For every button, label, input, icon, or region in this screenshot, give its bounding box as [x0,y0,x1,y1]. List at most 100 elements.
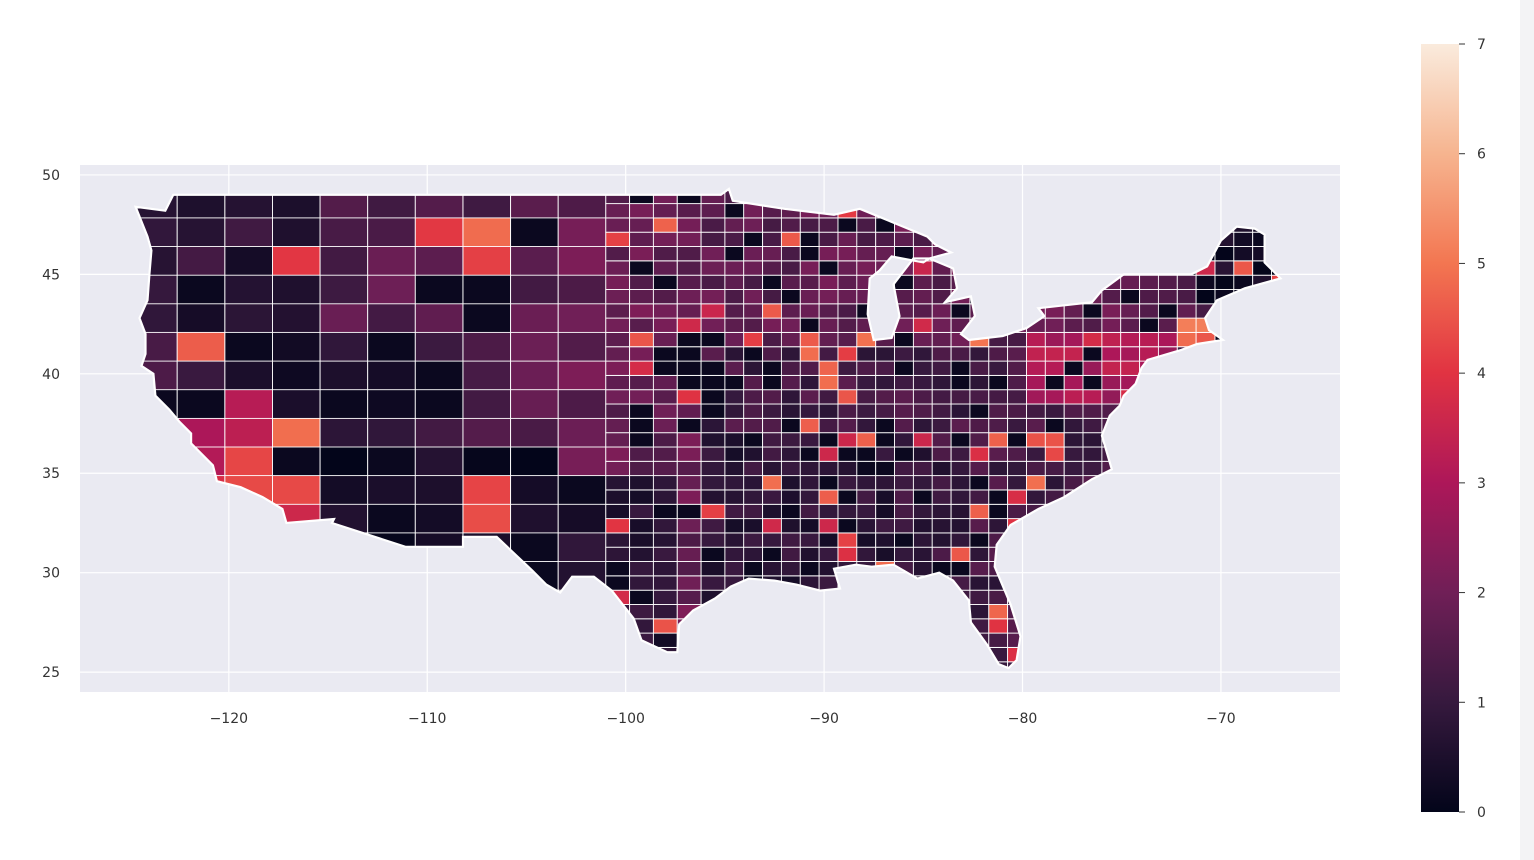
county-cell [856,546,877,562]
county-cell [1120,360,1141,376]
county-cell [652,532,678,548]
county-cell [894,446,914,462]
county-cell [912,518,933,534]
county-cell [743,503,764,520]
county-cell [780,460,801,477]
county-cell [176,214,226,247]
county-cell [912,432,933,448]
y-tick-label: 25 [42,665,60,681]
colorbar-tick-label: 3 [1477,476,1486,492]
county-cell [1044,317,1065,333]
county-cell [780,432,801,448]
county-cell [950,432,971,448]
county-cell [875,346,896,362]
county-cell [652,317,678,333]
county-cell [912,374,933,391]
colorbar-tick-label: 2 [1477,586,1486,602]
county-cell [780,274,801,290]
county-cell [912,317,933,333]
county-cell [1120,317,1141,333]
county-cell [969,589,990,605]
county-cell [319,300,369,333]
county-cell [1120,289,1141,305]
county-cell [818,303,839,319]
county-cell [799,360,820,376]
county-cell [676,331,702,348]
county-cell [818,460,839,477]
county-cell [557,243,607,276]
county-cell [724,432,745,448]
county-cell [912,389,933,405]
county-cell [557,357,607,391]
county-cell [875,374,896,391]
county-cell [676,374,702,391]
county-cell [875,360,896,376]
county-cell [652,217,678,233]
county-cell [799,246,820,262]
county-cell [799,446,820,462]
county-cell [950,460,971,477]
county-cell [894,432,914,448]
county-cell [837,246,858,262]
county-cell [1007,417,1027,434]
y-tick-label: 50 [42,168,60,184]
county-cell [969,546,990,562]
county-cell [969,374,990,391]
county-cell [875,417,896,434]
county-cell [1007,360,1027,376]
county-cell [557,472,607,505]
county-cell [700,446,726,462]
county-cell [875,489,896,505]
county-cell [837,417,858,434]
county-cell [950,561,971,577]
county-cell [762,231,782,247]
county-cell [605,203,631,219]
county-cell [557,415,607,448]
county-cell [931,317,952,333]
county-cell [272,357,321,391]
county-cell [272,472,321,505]
county-cell [676,561,702,577]
county-cell [762,460,782,477]
county-cell [837,460,858,477]
county-cell [510,243,559,276]
county-cell [676,446,702,462]
county-cell [875,231,896,247]
county-cell [799,489,820,505]
county-cell [950,346,971,362]
county-cell [724,260,745,276]
county-cell [912,331,933,348]
county-cell [629,575,654,591]
county-cell [1044,446,1065,462]
county-cell [652,260,678,276]
county-cell [510,386,559,419]
county-cell [1139,289,1159,305]
county-cell [856,360,877,376]
x-tick-label: −80 [1008,711,1038,727]
county-cell [676,489,702,505]
county-cell [988,489,1009,505]
county-cell [894,374,914,391]
county-cell [1026,489,1046,505]
county-cell [724,561,745,577]
county-cell [1063,317,1084,333]
county-cell [780,489,801,505]
county-cell [629,317,654,333]
county-cell [652,446,678,462]
county-cell [1044,432,1065,448]
county-cell [652,289,678,305]
county-cell [605,561,631,577]
county-cell [652,389,678,405]
colorbar-tick-label: 6 [1477,147,1486,163]
county-cell [856,403,877,419]
county-cell [988,432,1009,448]
county-cell [605,303,631,319]
county-cell [856,518,877,534]
county-cell [629,203,654,219]
colorbar-tick-label: 1 [1477,695,1486,711]
county-cell [1101,346,1122,362]
county-cell [856,432,877,448]
county-cell [875,532,896,548]
county-cell [629,417,654,434]
county-cell [652,503,678,520]
